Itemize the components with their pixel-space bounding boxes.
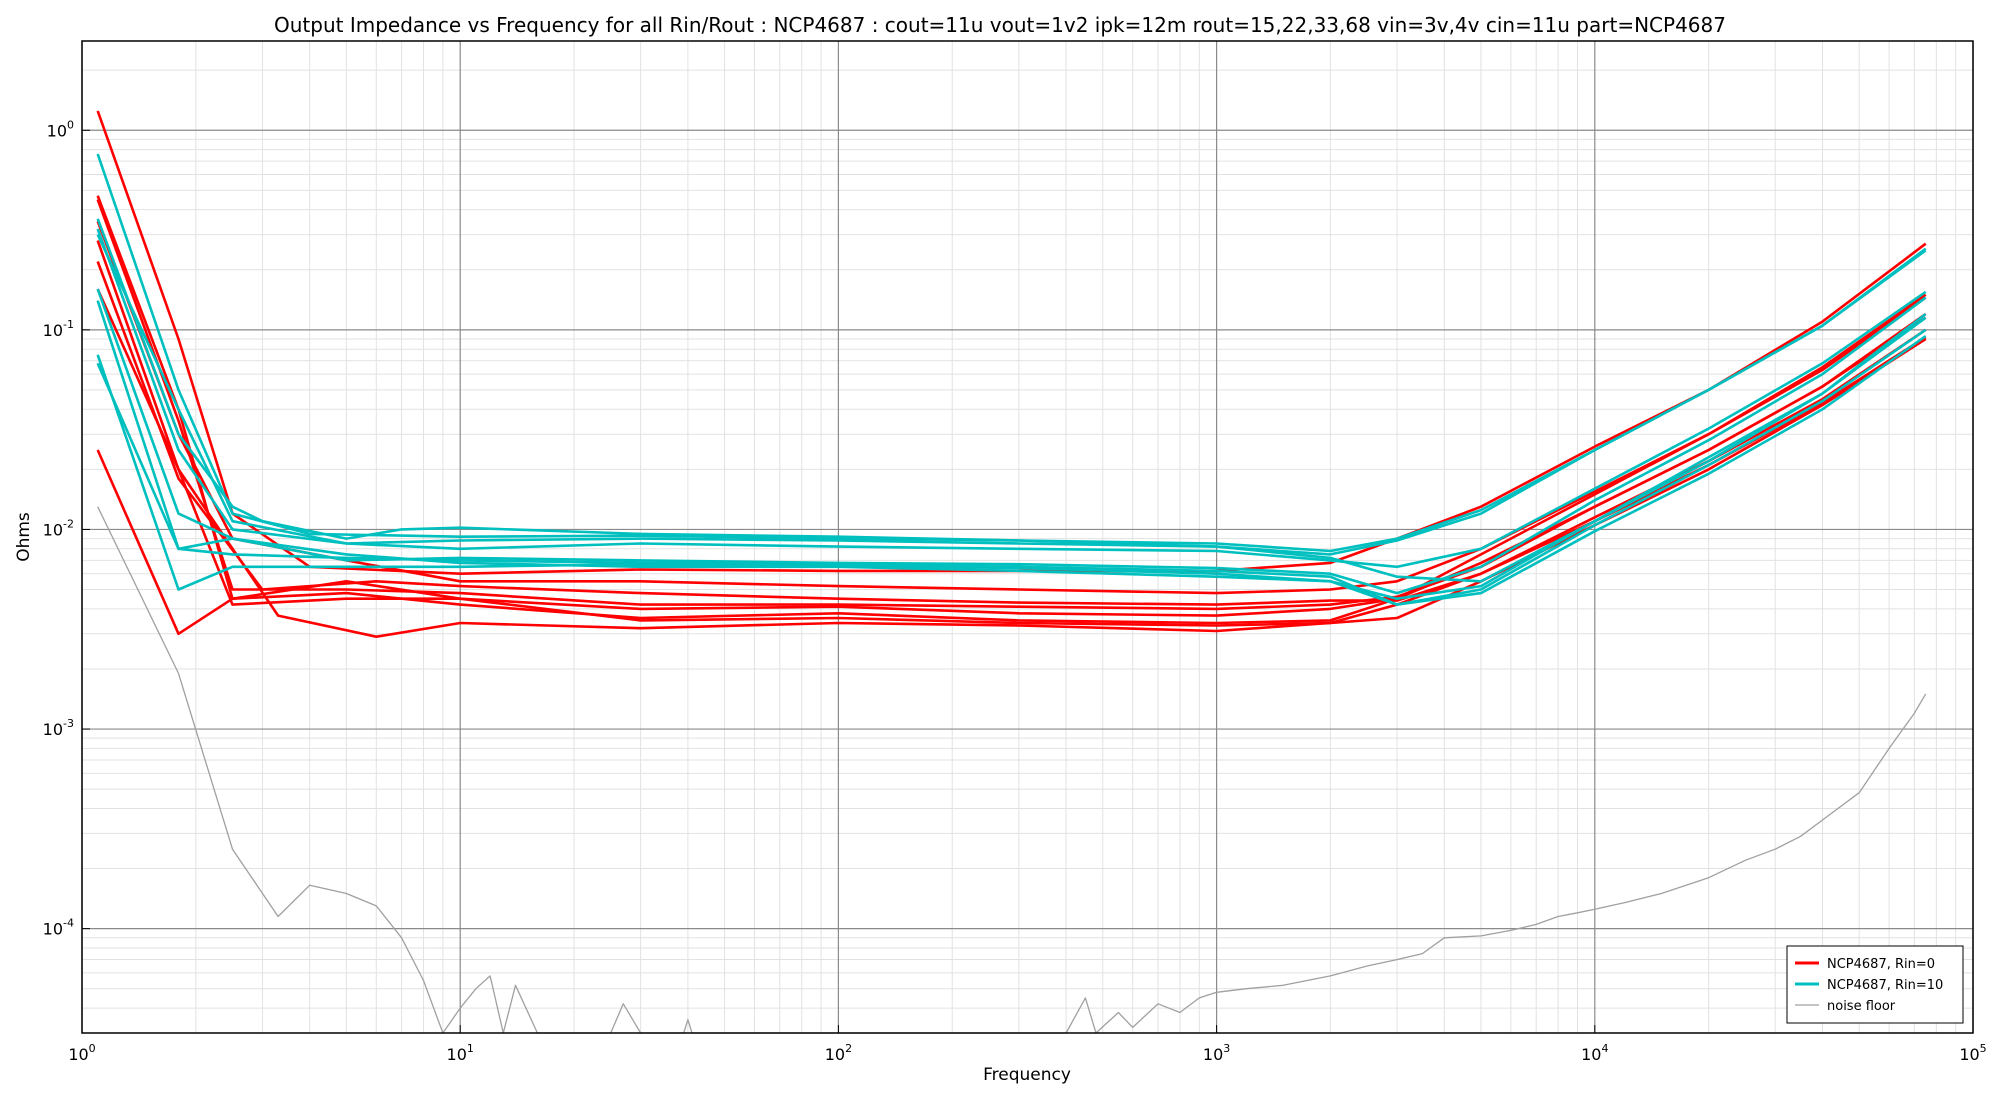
- series-line-rin0: [96, 261, 1927, 606]
- series-line-rin0: [96, 110, 1927, 576]
- y-tick-label: 10-1: [43, 318, 74, 340]
- x-tick-label: 105: [1959, 1042, 1986, 1064]
- x-tick-label: 101: [447, 1042, 474, 1064]
- series-layer: [96, 110, 1927, 1034]
- y-tick-label: 10-3: [43, 717, 74, 739]
- series-line-rin0: [96, 312, 1927, 636]
- series-line-rin10: [96, 335, 1927, 606]
- legend-label: noise floor: [1827, 999, 1896, 1014]
- x-tick-label: 104: [1581, 1042, 1608, 1064]
- series-line-rin10: [96, 218, 1927, 556]
- x-axis-label: Frequency: [983, 1065, 1071, 1085]
- x-tick-label: 103: [1203, 1042, 1230, 1064]
- y-tick-label: 10-2: [43, 517, 74, 539]
- y-tick-label: 100: [47, 118, 74, 140]
- legend-label: NCP4687, Rin=10: [1827, 978, 1943, 993]
- x-tick-label: 100: [68, 1042, 95, 1064]
- series-line-rin10: [96, 300, 1927, 601]
- legend-label: NCP4687, Rin=0: [1827, 957, 1935, 972]
- series-line-rin0: [96, 220, 1927, 595]
- y-tick-label: 10-4: [43, 917, 74, 939]
- chart-title: Output Impedance vs Frequency for all Ri…: [274, 13, 1726, 37]
- series-line-rin10: [96, 328, 1927, 606]
- series-line-rin10: [96, 228, 1927, 569]
- legend: NCP4687, Rin=0 NCP4687, Rin=10 noise floor: [1786, 945, 1964, 1024]
- x-tick-label: 102: [825, 1042, 852, 1064]
- series-line-rin10: [96, 288, 1927, 595]
- series-line-rin10: [96, 234, 1927, 583]
- y-axis-label: Ohms: [14, 512, 34, 562]
- series-line-rin0: [96, 288, 1927, 639]
- ticks: 100 101 102 103 104 105 10-4 10-3 10-2 10-1 100: [43, 118, 1987, 1064]
- series-line-noise: [97, 506, 1927, 1034]
- plot-frame: [81, 40, 1974, 1034]
